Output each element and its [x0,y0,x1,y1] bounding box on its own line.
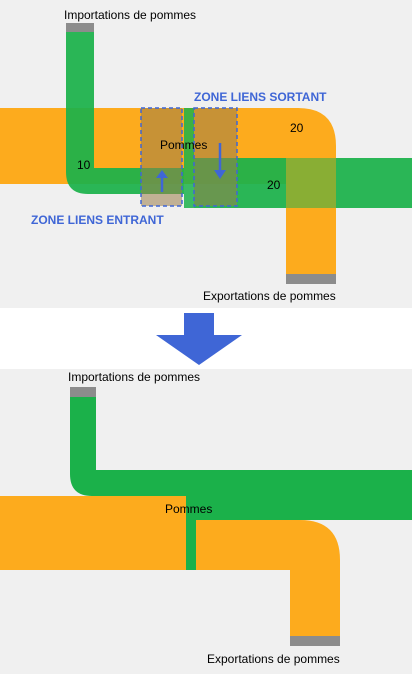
value-export-label: 20 [290,121,304,135]
outgoing-down-arrow-icon [214,143,226,179]
top-export-overlap [286,158,336,208]
top-export-cap [286,274,336,284]
bottom-node-label: Pommes [165,502,212,516]
incoming-up-arrow-icon [156,170,168,192]
value-outgoing-label: 20 [267,178,281,192]
outgoing-zone-box [193,107,238,207]
zone-outgoing-label: ZONE LIENS SORTANT [194,90,327,104]
top-import-cap [66,23,94,32]
bottom-pommes-node [186,470,196,570]
top-import-label: Importations de pommes [64,8,196,22]
bottom-import-label: Importations de pommes [68,370,200,384]
top-export-label: Exportations de pommes [203,289,336,303]
top-pommes-node [184,108,194,208]
bottom-main-flow-in [0,496,186,570]
top-panel: Importations de pommes Exportations de p… [0,0,412,308]
bottom-import-flow [70,396,186,496]
down-arrow-icon [156,313,242,365]
top-node-label: Pommes [160,138,207,152]
bottom-main-flow-out [196,520,340,638]
value-import-label: 10 [77,158,91,172]
bottom-panel: Importations de pommes Exportations de p… [0,369,412,674]
bottom-outgoing-flow [196,470,412,520]
bottom-export-label: Exportations de pommes [207,652,340,666]
zone-incoming-label: ZONE LIENS ENTRANT [31,213,164,227]
bottom-import-cap [70,387,96,397]
bottom-export-cap [290,636,340,646]
